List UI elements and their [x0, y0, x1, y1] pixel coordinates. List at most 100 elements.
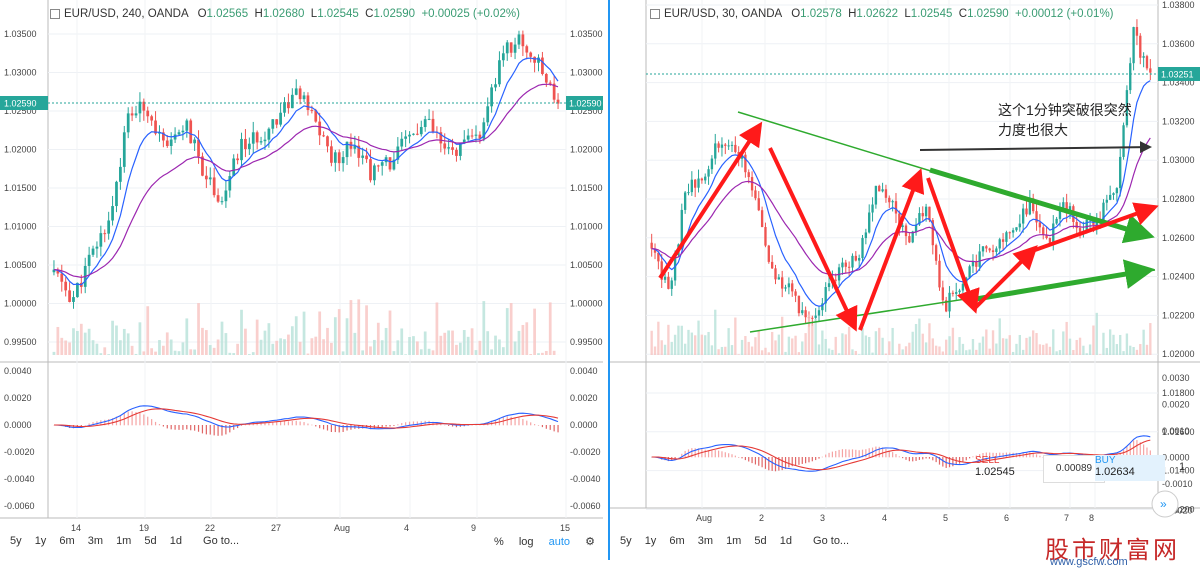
candle-body	[466, 135, 470, 140]
range-3m[interactable]: 3m	[697, 535, 713, 547]
change-value: +0.00012 (+0.01%)	[1015, 8, 1114, 20]
candle-body	[56, 269, 60, 274]
range-1m[interactable]: 1m	[116, 535, 132, 547]
collapse-icon[interactable]	[50, 8, 60, 19]
candle-body	[968, 266, 971, 278]
auto-toggle[interactable]: auto	[548, 536, 571, 548]
time-tick-label: 2	[759, 513, 764, 523]
volume-bar	[287, 334, 290, 355]
range-3m[interactable]: 3m	[87, 535, 103, 547]
volume-bar	[494, 335, 497, 355]
macd-histogram-bar	[892, 452, 894, 458]
range-1d[interactable]: 1d	[169, 535, 182, 547]
left-chart-panel[interactable]: 1.03500 1.03500 1.03000 1.03000 1.02500 1.025…	[0, 0, 618, 560]
range-5y[interactable]: 5y	[620, 535, 632, 547]
volume-bar	[240, 309, 243, 355]
quantity-value[interactable]: 1	[1179, 461, 1186, 473]
candle-body	[142, 101, 146, 111]
volume-bar	[458, 342, 462, 355]
percent-toggle[interactable]: %	[494, 536, 504, 548]
goto-button[interactable]: Go to...	[813, 535, 850, 547]
candle-body	[1038, 222, 1042, 228]
volume-bar	[322, 339, 325, 355]
volume-bar	[279, 338, 282, 355]
volume-bar	[707, 331, 710, 355]
candle-body	[1021, 208, 1025, 224]
macd-histogram-bar	[815, 457, 817, 461]
volume-bar	[717, 349, 720, 355]
macd-histogram-bar	[287, 421, 290, 426]
candle-body	[744, 154, 747, 173]
macd-histogram-bar	[244, 424, 247, 426]
volume-bar	[931, 338, 934, 355]
macd-histogram-bar	[330, 425, 332, 433]
volume-bar	[904, 346, 908, 355]
log-toggle[interactable]: log	[518, 536, 534, 548]
last-price-tag-left	[0, 96, 48, 110]
macd-histogram-bar	[721, 451, 723, 458]
volume-bar	[169, 339, 173, 355]
volume-bar	[650, 330, 653, 355]
macd-histogram-bar	[835, 450, 837, 458]
candle-body	[541, 57, 544, 74]
candle-body	[283, 102, 286, 113]
left-chart-canvas[interactable]: 1.035001.035001.030001.030001.025001.025…	[0, 0, 603, 560]
macd-histogram-bar	[272, 421, 274, 426]
range-6m[interactable]: 6m	[669, 535, 685, 547]
right-chart-canvas[interactable]: 1.03800 1.03600 1.03400 1.03200 1.03000 1.028…	[610, 0, 1200, 560]
volume-bar	[201, 327, 204, 355]
volume-bar	[216, 339, 220, 355]
time-tick-label: 5	[943, 513, 948, 523]
range-1y[interactable]: 1y	[644, 535, 657, 547]
range-5y[interactable]: 5y	[10, 535, 22, 547]
volume-bar	[517, 330, 521, 355]
macd-histogram-bar	[932, 457, 934, 461]
candle-body	[894, 201, 898, 214]
high-value: 1.02622	[856, 8, 898, 20]
macd-histogram-bar	[158, 424, 161, 426]
candle-body	[988, 248, 991, 251]
candle-body	[388, 157, 392, 170]
macd-histogram-bar	[711, 450, 713, 458]
range-1y[interactable]: 1y	[34, 535, 47, 547]
settings-gear-icon[interactable]: ⚙	[585, 536, 595, 548]
volume-bar	[158, 340, 161, 355]
candle-body	[462, 139, 466, 144]
candle-body	[938, 260, 941, 288]
volume-bar	[1105, 347, 1108, 355]
volume-bar	[330, 342, 333, 355]
range-6m[interactable]: 6m	[59, 535, 75, 547]
volume-bar	[1132, 347, 1135, 355]
time-tick-label: 14	[71, 523, 81, 533]
candle-body	[193, 139, 196, 144]
candle-body	[521, 34, 525, 47]
price-tick-label: 1.00000	[570, 299, 603, 309]
volume-bar	[918, 318, 921, 355]
macd-histogram-bar	[1012, 452, 1014, 458]
volume-bar	[1032, 330, 1035, 355]
candle-body	[754, 190, 757, 199]
candle-body	[911, 231, 914, 243]
macd-histogram-bar	[791, 457, 793, 467]
volume-bar	[376, 322, 380, 355]
volume-bar	[1068, 338, 1072, 355]
candle-body	[451, 147, 454, 150]
goto-button[interactable]: Go to...	[203, 535, 240, 547]
candle-body	[1132, 27, 1135, 64]
candle-body	[1135, 27, 1139, 36]
range-5d[interactable]: 5d	[754, 535, 767, 547]
range-1m[interactable]: 1m	[726, 535, 742, 547]
volume-bar	[115, 325, 118, 355]
candle-body	[87, 254, 91, 266]
buy-button[interactable]: BUY 1.02634	[1095, 455, 1165, 481]
sell-button[interactable]: SELL 1.02545	[975, 455, 1015, 478]
range-1d[interactable]: 1d	[779, 535, 792, 547]
open-value: 1.02578	[800, 8, 842, 20]
macd-histogram-bar	[115, 416, 118, 426]
volume-bar	[934, 345, 938, 355]
candle-body	[697, 178, 700, 188]
macd-tick-label-left: 0.0040	[4, 366, 32, 376]
candle-body	[275, 119, 279, 125]
range-5d[interactable]: 5d	[144, 535, 157, 547]
collapse-icon[interactable]	[650, 8, 660, 19]
